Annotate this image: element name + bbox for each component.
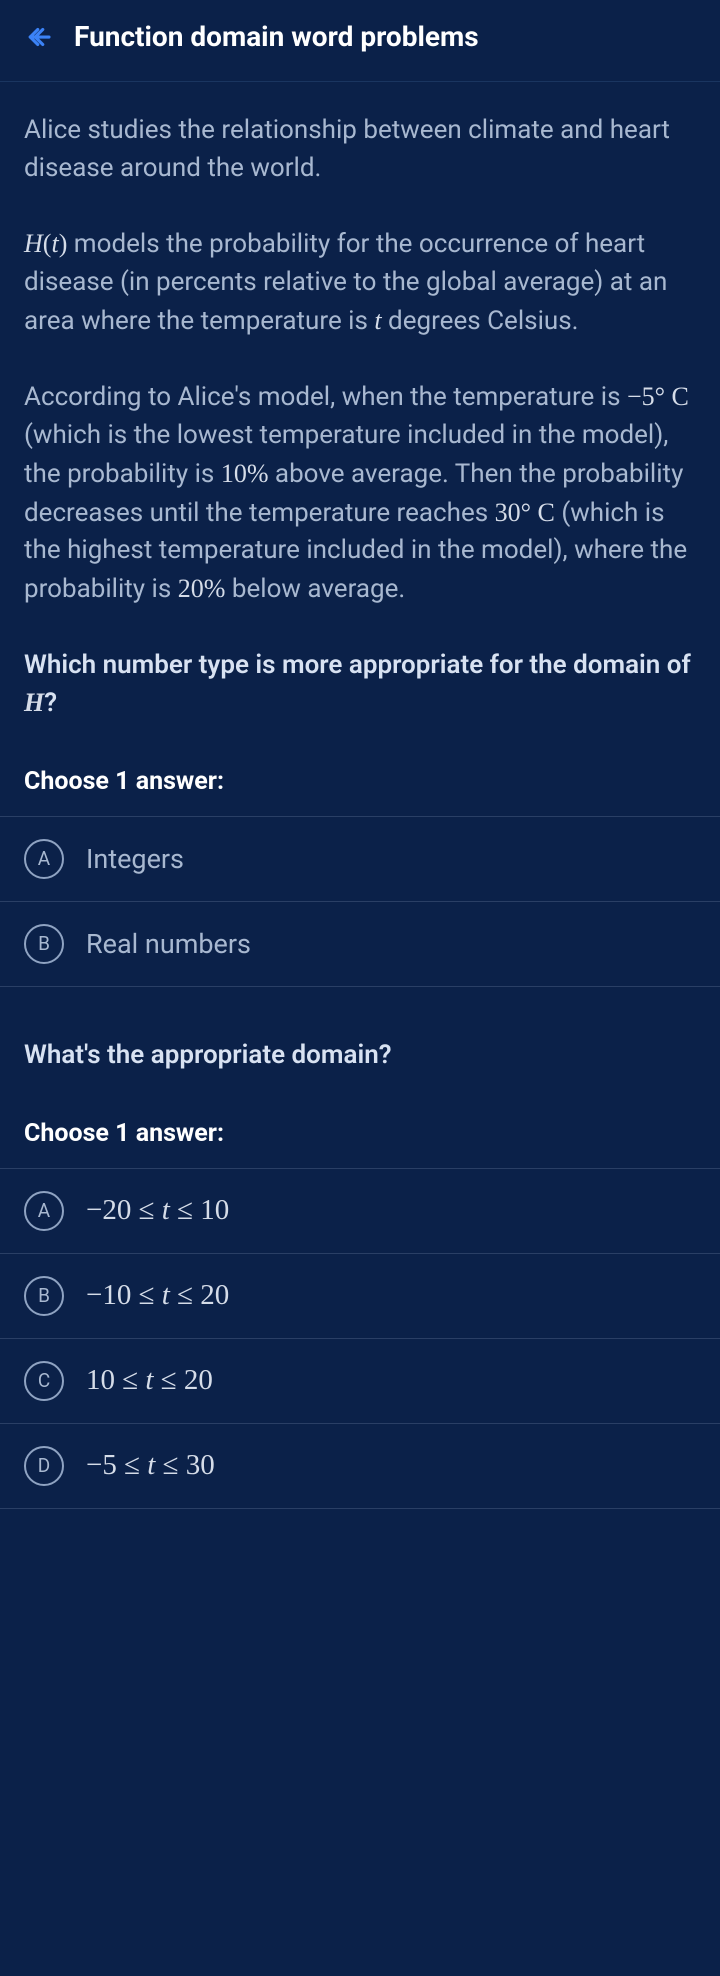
option-letter: A bbox=[24, 1191, 64, 1231]
option-q1-b[interactable]: B Real numbers bbox=[0, 902, 720, 987]
math-t-inline: t bbox=[374, 306, 381, 335]
option-text: −10 ≤ t ≤ 20 bbox=[86, 1279, 229, 1312]
q1-pre: Which number type is more appropriate fo… bbox=[24, 650, 691, 680]
p3-s1: According to Alice's model, when the tem… bbox=[24, 382, 627, 412]
question-2-prompt: What's the appropriate domain? bbox=[24, 1037, 696, 1075]
option-letter: D bbox=[24, 1446, 64, 1486]
p3-v1: −5° C bbox=[627, 382, 689, 411]
option-text: Integers bbox=[86, 843, 184, 875]
model-paragraph: H(t) models the probability for the occu… bbox=[24, 225, 696, 340]
option-q2-a[interactable]: A −20 ≤ t ≤ 10 bbox=[0, 1169, 720, 1254]
option-letter: B bbox=[24, 1276, 64, 1316]
option-letter: B bbox=[24, 924, 64, 964]
option-q2-c[interactable]: C 10 ≤ t ≤ 20 bbox=[0, 1339, 720, 1424]
option-text: 10 ≤ t ≤ 20 bbox=[86, 1364, 213, 1397]
choose-label-2: Choose 1 answer: bbox=[24, 1119, 696, 1148]
option-q2-d[interactable]: D −5 ≤ t ≤ 30 bbox=[0, 1424, 720, 1509]
option-q2-b[interactable]: B −10 ≤ t ≤ 20 bbox=[0, 1254, 720, 1339]
intro-paragraph: Alice studies the relationship between c… bbox=[24, 112, 696, 187]
question-1-options: A Integers B Real numbers bbox=[0, 816, 720, 987]
back-arrow-icon[interactable] bbox=[24, 22, 54, 52]
detail-paragraph: According to Alice's model, when the tem… bbox=[24, 378, 696, 608]
content-area: Alice studies the relationship between c… bbox=[0, 82, 720, 1509]
option-text: −5 ≤ t ≤ 30 bbox=[86, 1449, 215, 1482]
option-text: Real numbers bbox=[86, 928, 251, 960]
page-title: Function domain word problems bbox=[74, 20, 479, 53]
p3-v3: 30° C bbox=[495, 498, 555, 527]
q1-H: H bbox=[24, 688, 44, 717]
p3-v2: 10% bbox=[221, 459, 269, 488]
option-q1-a[interactable]: A Integers bbox=[0, 817, 720, 902]
p3-s5: below average. bbox=[225, 574, 405, 604]
option-text: −20 ≤ t ≤ 10 bbox=[86, 1194, 229, 1227]
choose-label-1: Choose 1 answer: bbox=[24, 767, 696, 796]
math-t: t bbox=[51, 229, 58, 258]
option-letter: A bbox=[24, 839, 64, 879]
option-letter: C bbox=[24, 1361, 64, 1401]
p3-v4: 20% bbox=[178, 574, 226, 603]
math-H: H bbox=[24, 229, 43, 258]
model-text-2: degrees Celsius. bbox=[382, 306, 579, 336]
question-2-options: A −20 ≤ t ≤ 10 B −10 ≤ t ≤ 20 C 10 ≤ t ≤… bbox=[0, 1168, 720, 1509]
page-header: Function domain word problems bbox=[0, 0, 720, 82]
question-1-prompt: Which number type is more appropriate fo… bbox=[24, 647, 696, 723]
q1-post: ? bbox=[44, 688, 57, 718]
